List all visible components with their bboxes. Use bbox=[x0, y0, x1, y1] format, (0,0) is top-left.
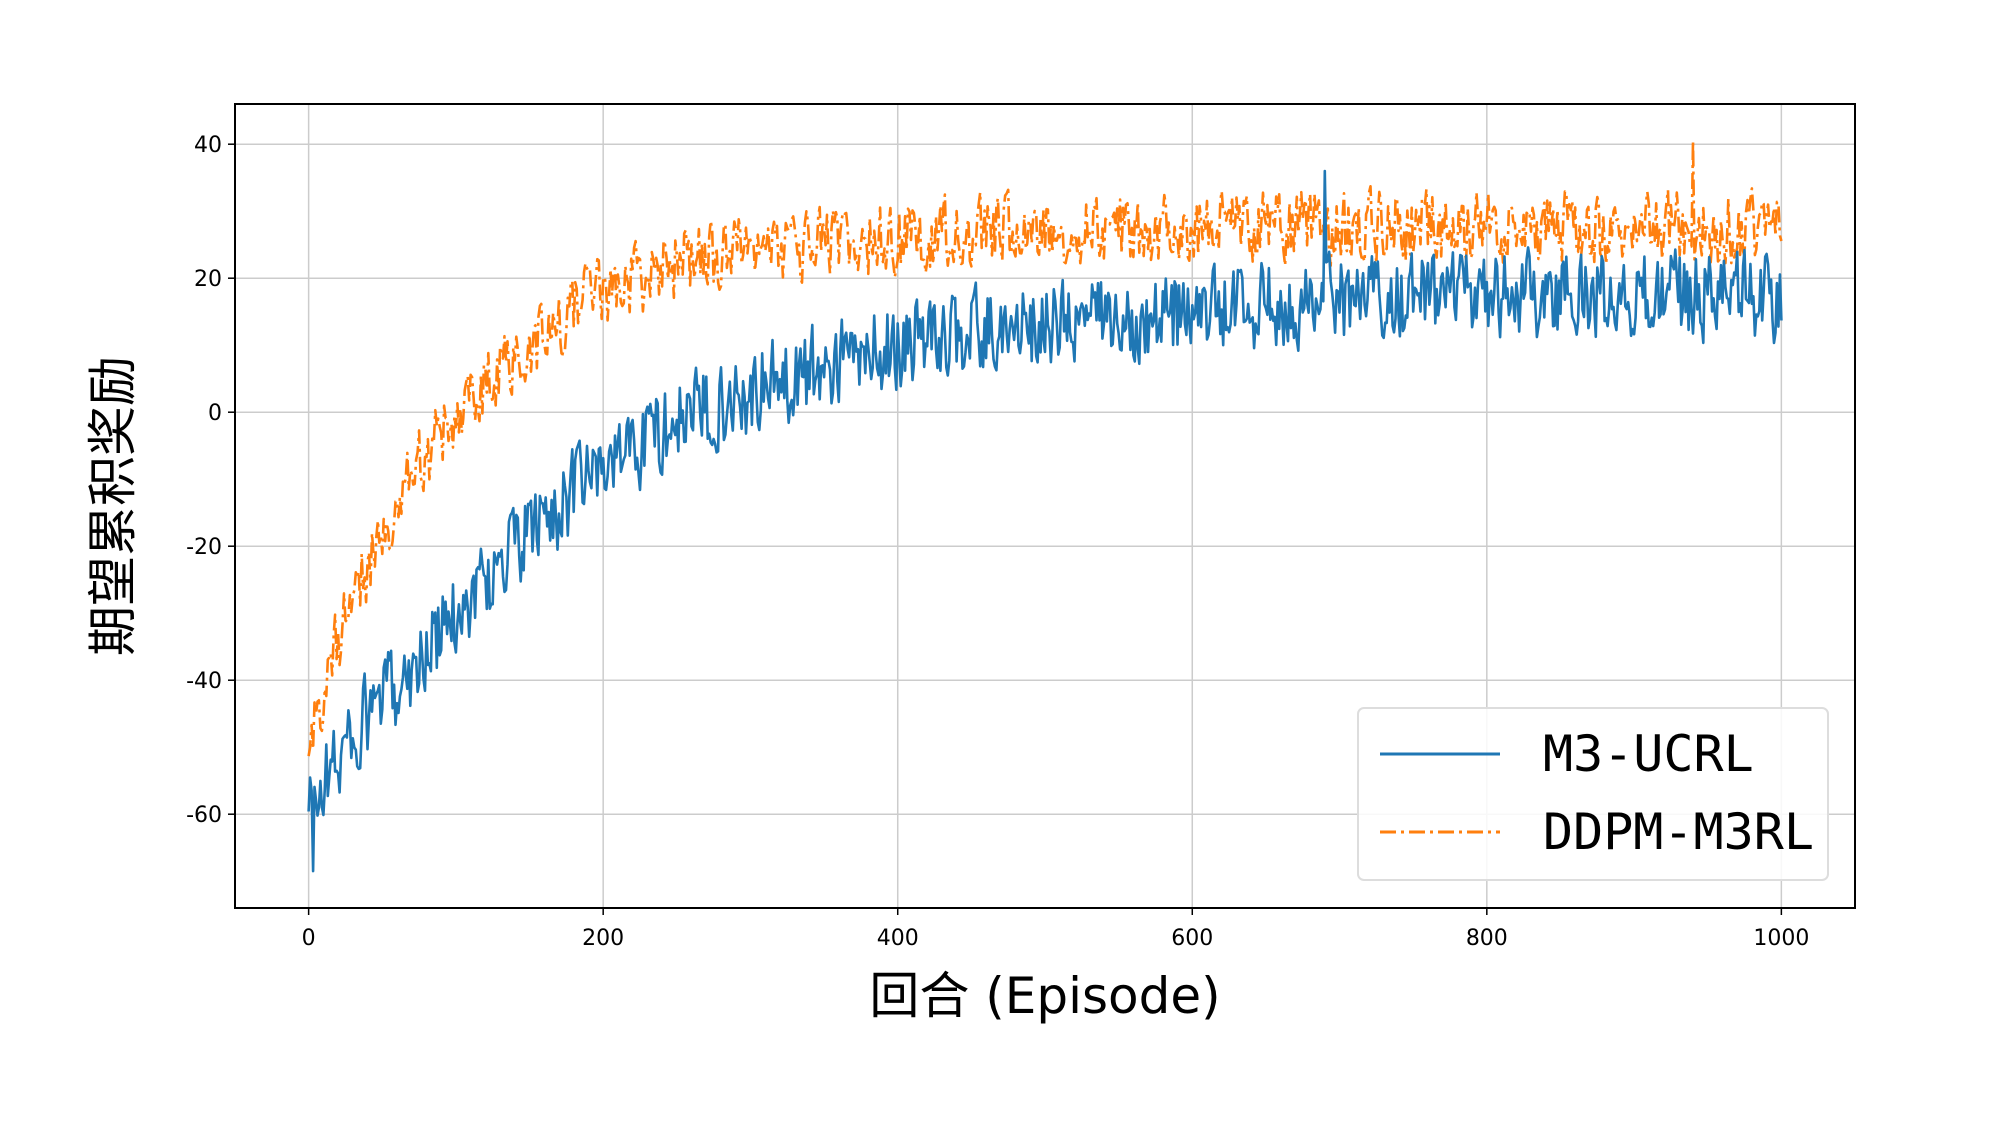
series-line-m3-ucrl bbox=[307, 169, 1783, 873]
x-axis-label: 回合 (Episode) bbox=[869, 967, 1220, 1025]
y-tick-label: 20 bbox=[194, 267, 222, 292]
y-axis-ticks: -60 -40 -20 0 20 40 bbox=[186, 133, 235, 828]
x-axis-ticks: 0 200 400 600 800 1000 bbox=[302, 908, 1809, 951]
y-tick-label: 0 bbox=[208, 401, 222, 426]
x-tick-label: 200 bbox=[582, 926, 624, 951]
legend-label-ddpm-m3rl: DDPM-M3RL bbox=[1543, 803, 1814, 861]
series-layer bbox=[307, 139, 1783, 873]
y-axis-label: 期望累积奖励 bbox=[84, 356, 142, 656]
x-tick-label: 1000 bbox=[1753, 926, 1809, 951]
plot-frame bbox=[234, 103, 1856, 909]
y-tick-label: -40 bbox=[186, 669, 222, 694]
legend-box bbox=[1357, 707, 1829, 881]
y-tick-label: -20 bbox=[186, 535, 222, 560]
x-tick-label: 400 bbox=[877, 926, 919, 951]
x-tick-label: 600 bbox=[1171, 926, 1213, 951]
legend-label-m3-ucrl: M3-UCRL bbox=[1543, 725, 1754, 783]
x-tick-label: 0 bbox=[302, 926, 316, 951]
y-tick-label: 40 bbox=[194, 133, 222, 158]
y-tick-label: -60 bbox=[186, 803, 222, 828]
legend: M3-UCRL DDPM-M3RL bbox=[1357, 707, 1829, 881]
x-tick-label: 800 bbox=[1466, 926, 1508, 951]
series-line-ddpm-m3rl bbox=[307, 139, 1783, 757]
